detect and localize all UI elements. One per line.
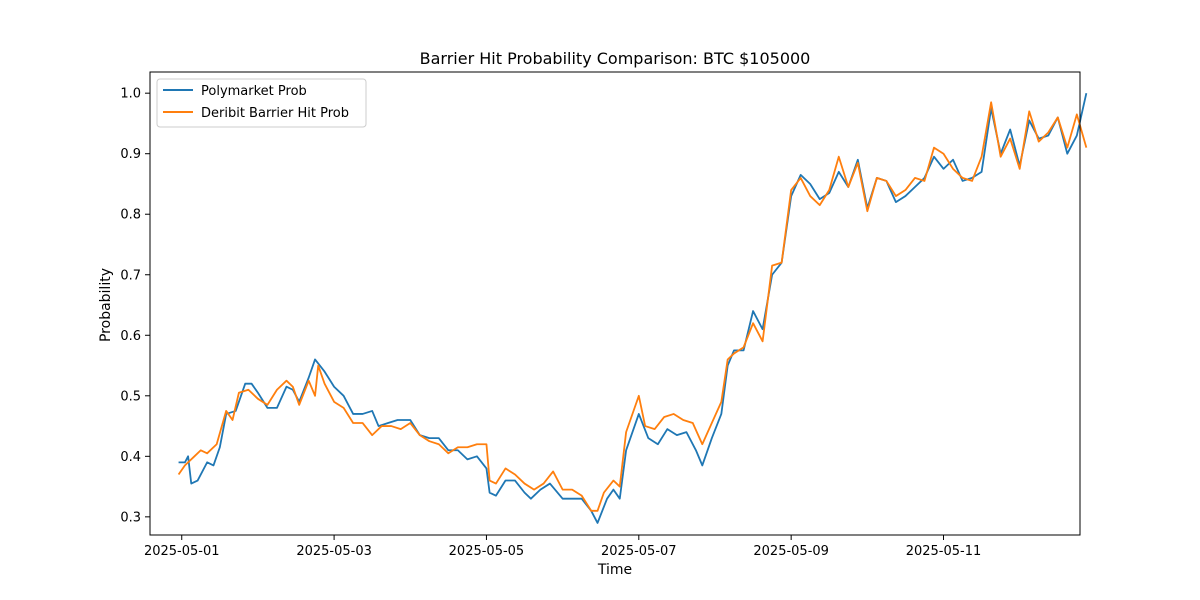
x-tick-label: 2025-05-07 bbox=[601, 544, 677, 559]
x-axis: 2025-05-01 2025-05-03 2025-05-05 2025-05-07… bbox=[144, 535, 981, 559]
x-tick-label: 2025-05-01 bbox=[144, 544, 220, 559]
y-tick-label: 0.3 bbox=[120, 510, 141, 525]
x-tick-label: 2025-05-11 bbox=[906, 544, 982, 559]
legend-label-2: Deribit Barrier Hit Prob bbox=[201, 106, 349, 121]
x-tick-label: 2025-05-03 bbox=[296, 544, 372, 559]
series-line-1 bbox=[178, 92, 1088, 524]
y-axis-label: Probability bbox=[98, 268, 114, 342]
x-axis-label: Time bbox=[597, 562, 632, 578]
y-tick-label: 1.0 bbox=[120, 87, 141, 102]
plot-frame bbox=[149, 71, 1081, 536]
series-line-2 bbox=[177, 101, 1088, 512]
plot-area bbox=[149, 71, 1088, 536]
y-tick-label: 0.9 bbox=[120, 147, 141, 162]
chart-title: Barrier Hit Probability Comparison: BTC … bbox=[420, 49, 811, 68]
y-tick-label: 0.7 bbox=[120, 268, 141, 283]
x-tick-label: 2025-05-05 bbox=[449, 544, 525, 559]
x-tick-label: 2025-05-09 bbox=[753, 544, 829, 559]
y-tick-label: 0.8 bbox=[120, 208, 141, 223]
legend-label-1: Polymarket Prob bbox=[201, 84, 307, 99]
legend-box bbox=[156, 78, 367, 128]
y-axis: 0.3 0.4 0.5 0.6 0.7 0.8 0.9 1.0 bbox=[120, 87, 150, 525]
y-tick-label: 0.6 bbox=[120, 329, 141, 344]
legend: Polymarket Prob Deribit Barrier Hit Prob bbox=[156, 78, 367, 128]
y-tick-label: 0.5 bbox=[120, 389, 141, 404]
y-tick-label: 0.4 bbox=[120, 450, 141, 465]
